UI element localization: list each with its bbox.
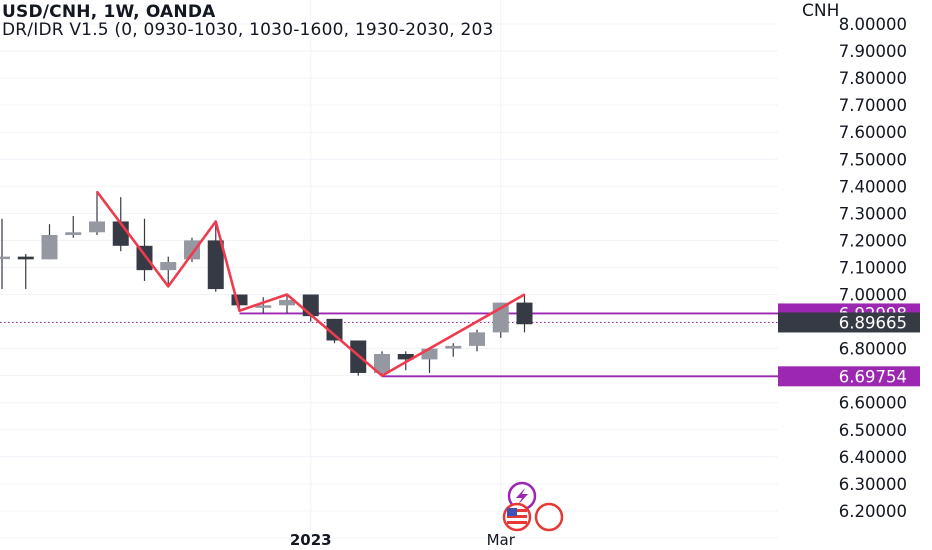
candle bbox=[326, 318, 343, 344]
candle-body bbox=[445, 345, 462, 349]
price-tick-label: 6.80000 bbox=[839, 340, 907, 359]
candle bbox=[374, 351, 390, 376]
price-badge-bg bbox=[778, 312, 920, 333]
chart-grid bbox=[0, 0, 778, 539]
candle bbox=[421, 348, 438, 373]
price-tick-label: 6.40000 bbox=[839, 448, 907, 467]
candle bbox=[207, 224, 224, 292]
dr-idr-levels bbox=[0, 312, 782, 378]
zigzag-point bbox=[523, 293, 526, 296]
candle bbox=[89, 191, 105, 235]
price-tick-label: 6.60000 bbox=[839, 394, 907, 413]
zigzag-point bbox=[96, 190, 98, 193]
candle bbox=[184, 237, 200, 263]
candle bbox=[65, 216, 82, 238]
price-tick-label: 8.00000 bbox=[839, 15, 907, 34]
candle-body bbox=[302, 294, 319, 317]
price-tick-label: 6.20000 bbox=[839, 502, 907, 521]
price-badge-label: 6.89665 bbox=[839, 313, 907, 332]
price-tick-label: 7.30000 bbox=[839, 204, 907, 223]
candle bbox=[136, 218, 153, 281]
zigzag-point bbox=[238, 309, 241, 312]
candle-body bbox=[17, 256, 34, 260]
price-tick-label: 7.50000 bbox=[839, 150, 907, 169]
price-axis[interactable]: 8.00000 7.90000 7.80000 7.70000 7.60000 7.500… bbox=[839, 15, 907, 521]
candle-body bbox=[65, 232, 82, 235]
candle bbox=[350, 340, 367, 376]
candle-body bbox=[421, 348, 438, 360]
candle bbox=[302, 294, 319, 322]
price-tick-label: 7.90000 bbox=[839, 42, 907, 61]
zigzag-point bbox=[167, 285, 170, 288]
candle-body bbox=[255, 305, 272, 308]
candle-body bbox=[184, 240, 200, 260]
event-markers[interactable] bbox=[502, 481, 564, 532]
candle bbox=[279, 294, 295, 314]
candle-body bbox=[326, 318, 343, 341]
candle-body bbox=[89, 221, 105, 233]
candle bbox=[516, 294, 533, 333]
zigzag-point bbox=[214, 220, 217, 223]
candle bbox=[445, 343, 462, 357]
us-flag-icon[interactable] bbox=[502, 502, 564, 532]
zigzag-point bbox=[381, 374, 383, 377]
price-tick-label: 7.60000 bbox=[839, 123, 907, 142]
chart-title: USD/CNH, 1W, OANDA bbox=[2, 2, 216, 22]
candle-body bbox=[207, 240, 224, 290]
currency-label: CNH bbox=[802, 1, 840, 21]
price-tick-label: 7.70000 bbox=[839, 96, 907, 115]
candle-body bbox=[231, 294, 248, 306]
candle-body bbox=[374, 354, 390, 373]
price-badge-label: 6.69754 bbox=[839, 367, 907, 386]
candle-body bbox=[516, 302, 533, 325]
time-tick-label: 2023 bbox=[290, 531, 332, 549]
price-badge-bg bbox=[778, 366, 920, 387]
candle-body bbox=[397, 354, 414, 360]
price-badge: 6.69754 bbox=[778, 366, 920, 387]
price-badge: 6.89665 bbox=[778, 312, 920, 333]
zigzag-line bbox=[95, 190, 526, 377]
candle bbox=[160, 256, 177, 287]
price-tick-label: 7.00000 bbox=[839, 286, 907, 305]
candle-body bbox=[0, 256, 10, 260]
candle-body bbox=[41, 234, 58, 260]
price-tick-label: 7.20000 bbox=[839, 231, 907, 250]
candle bbox=[469, 329, 485, 352]
candle-body bbox=[469, 332, 485, 346]
candle bbox=[0, 218, 10, 290]
time-axis[interactable]: 2023 Mar bbox=[290, 531, 516, 549]
zigzag-point bbox=[286, 293, 288, 296]
price-tick-label: 6.30000 bbox=[839, 475, 907, 494]
candle-body bbox=[279, 299, 295, 306]
candle-body bbox=[160, 262, 177, 271]
time-tick-label: Mar bbox=[487, 531, 516, 549]
candlestick-series bbox=[0, 191, 533, 376]
price-tick-label: 7.10000 bbox=[839, 258, 907, 277]
price-tick-label: 7.80000 bbox=[839, 69, 907, 88]
candle bbox=[255, 297, 272, 314]
price-tick-label: 7.40000 bbox=[839, 177, 907, 196]
indicator-legend[interactable]: DR/IDR V1.5 (0, 0930-1030, 1030-1600, 19… bbox=[2, 20, 494, 40]
price-tick-label: 6.50000 bbox=[839, 421, 907, 440]
candle bbox=[17, 253, 34, 290]
candle-body bbox=[136, 245, 153, 271]
candle bbox=[41, 224, 58, 260]
